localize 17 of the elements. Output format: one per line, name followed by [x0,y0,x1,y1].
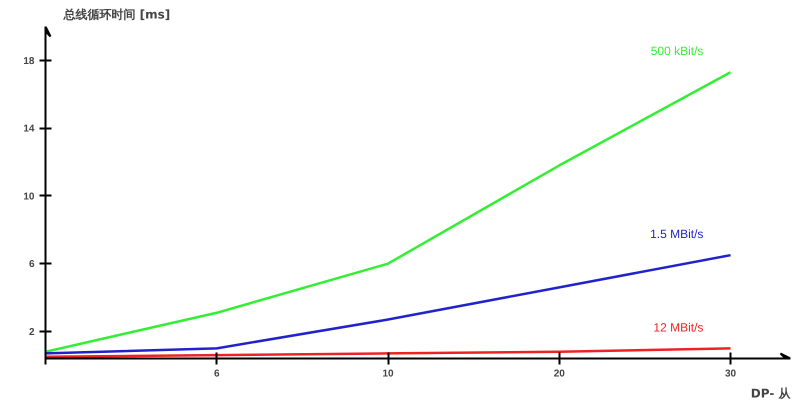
y-tick-label: 6 [28,259,35,270]
x-tick-label: 30 [724,368,737,380]
x-tick-label: 10 [382,368,394,380]
line-series [46,70,732,353]
y-tick-label: 14 [23,124,35,135]
line-series [46,254,732,355]
series-label: 1.5 MBit/s [650,227,704,242]
series-label: 12 MBit/s [653,320,704,334]
x-axis-title: DP- 从 [750,386,792,400]
x-tick-label: 20 [554,368,566,380]
text: 500 kBit/s [650,44,704,58]
y-tick-label: 18 [23,56,35,67]
y-axis-title: 总线循环时间 [ms] [62,8,170,22]
y-tick-label: 10 [23,191,35,202]
x-tick-label: 6 [214,368,220,380]
y-tick-label: 2 [28,326,35,338]
line-series [46,347,732,358]
